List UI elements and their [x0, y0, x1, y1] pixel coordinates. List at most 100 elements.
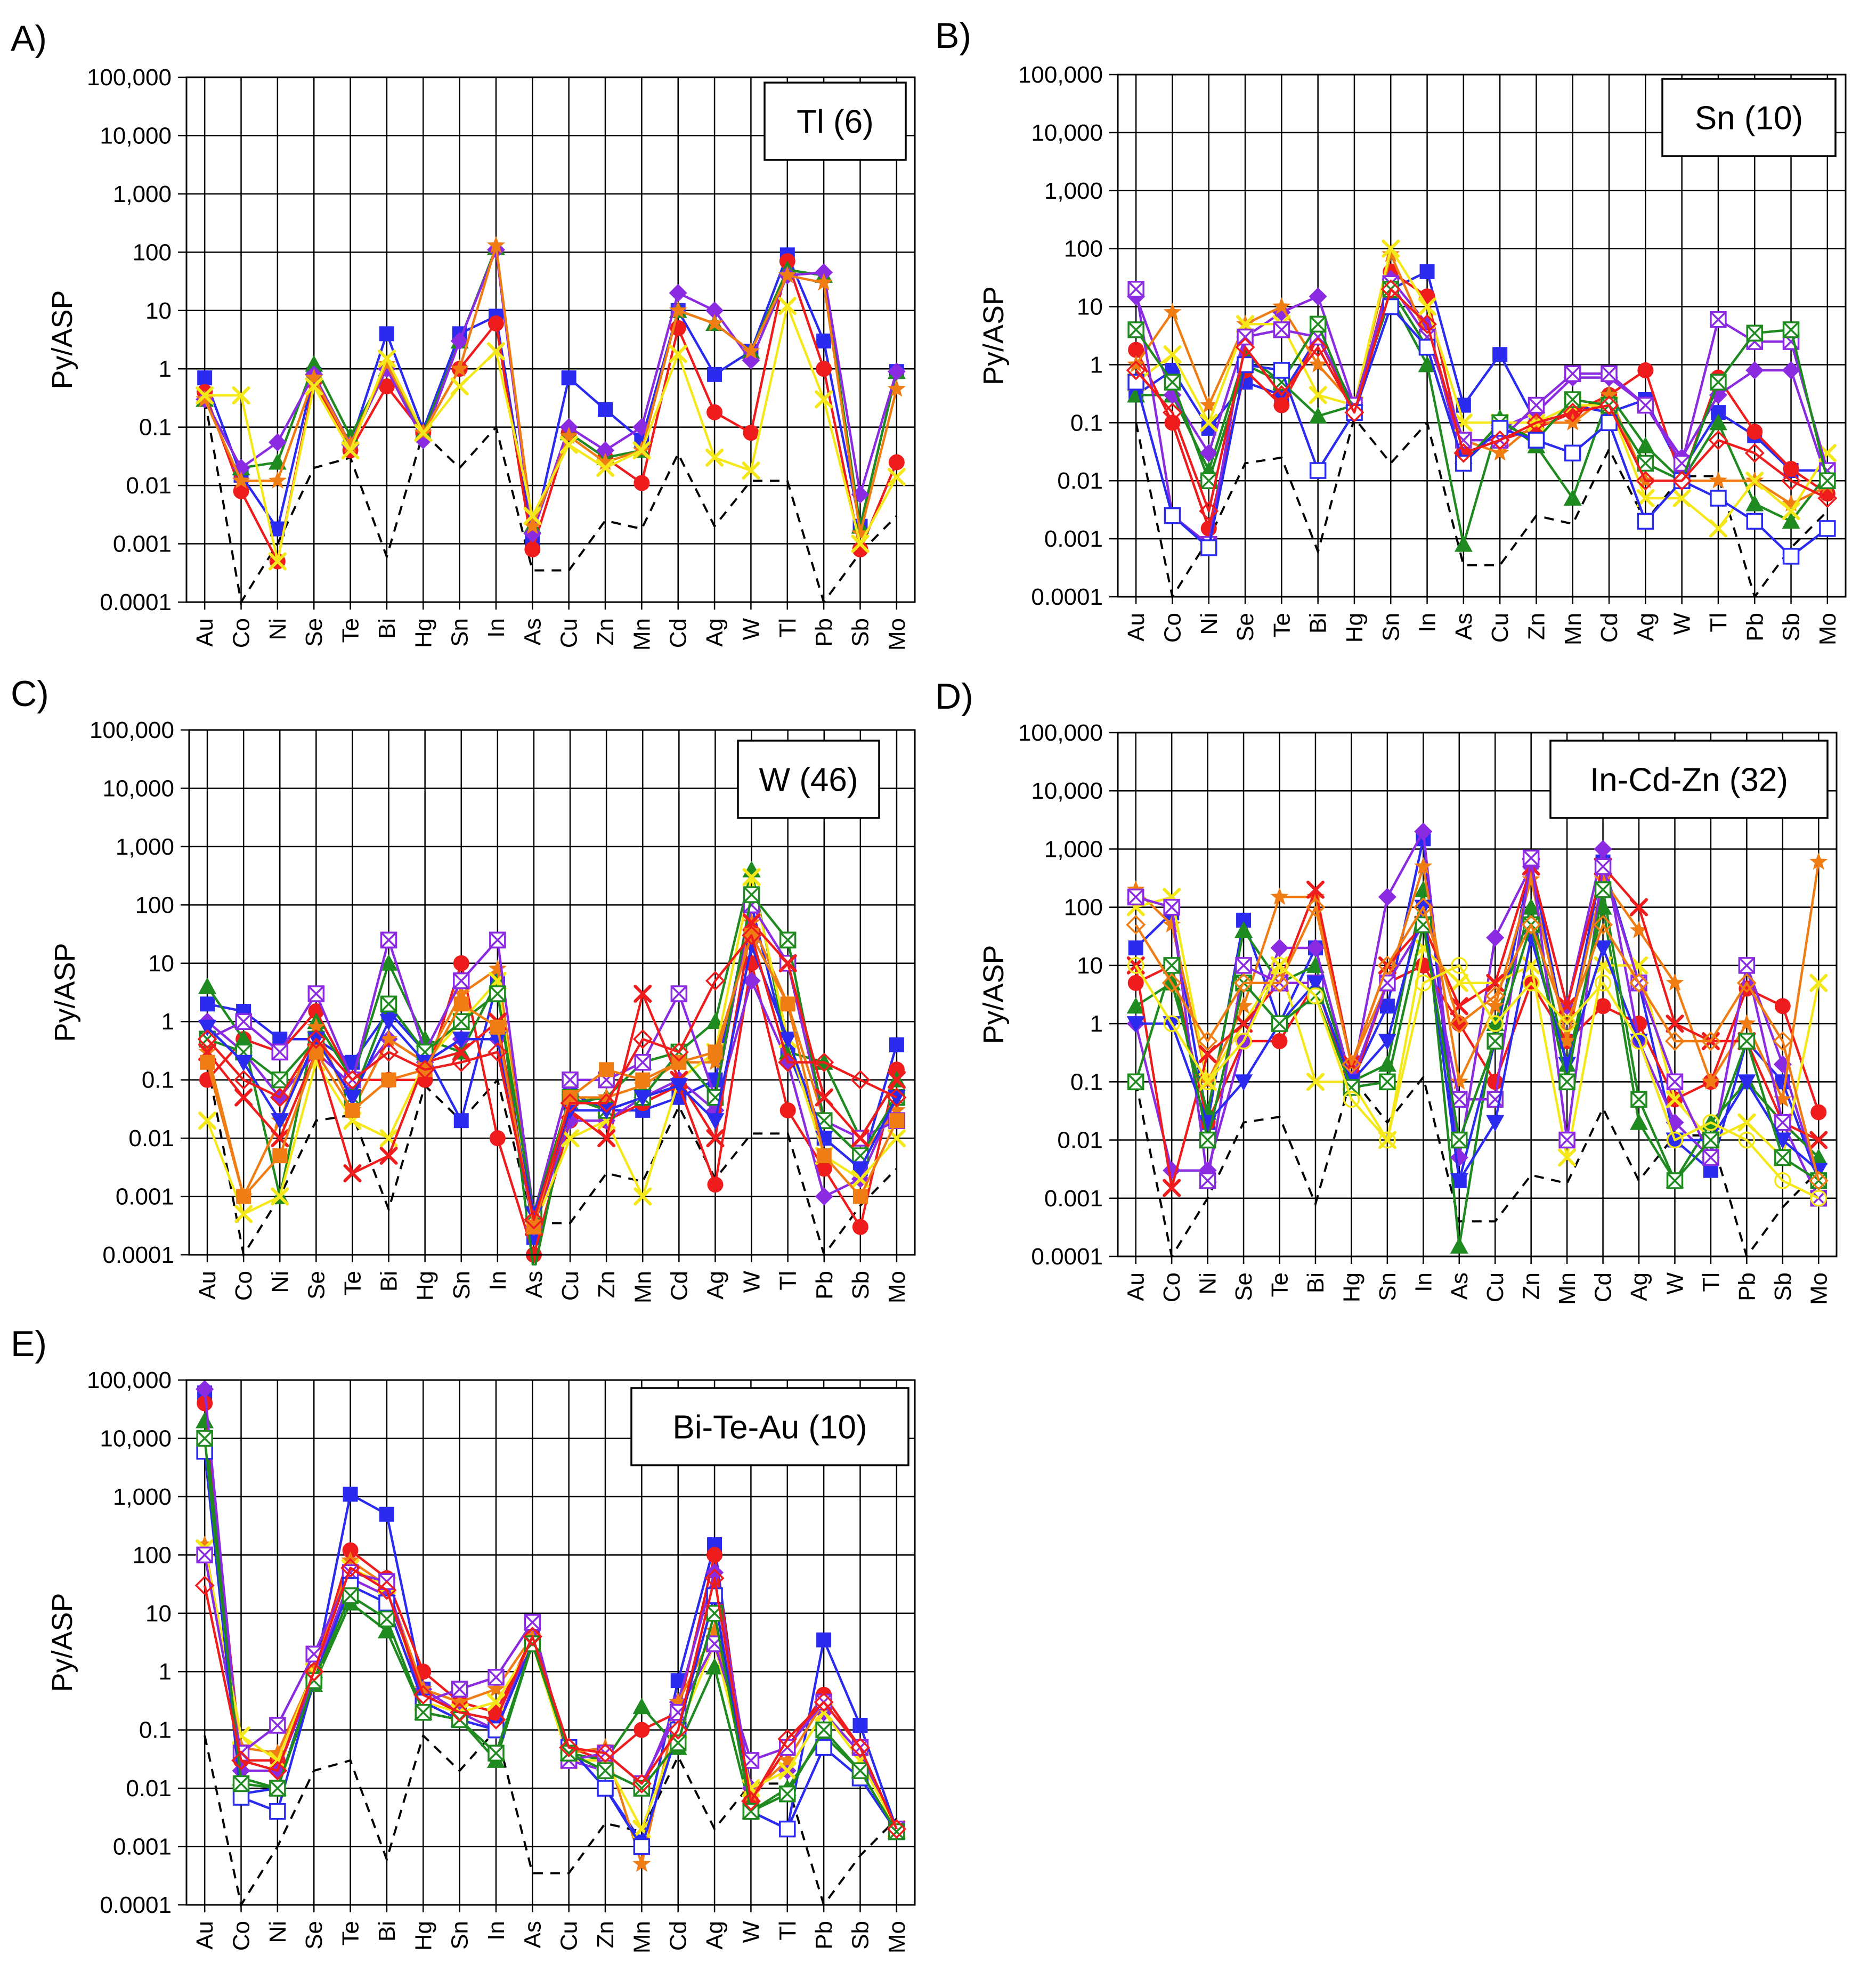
data-point — [1309, 355, 1327, 372]
data-point — [1273, 397, 1290, 413]
data-point — [379, 1506, 394, 1522]
data-point — [381, 1072, 396, 1088]
data-point — [488, 1042, 508, 1062]
data-point — [597, 1780, 614, 1797]
data-point — [1163, 915, 1181, 933]
data-point — [378, 1610, 395, 1628]
data-point — [377, 349, 396, 368]
data-point — [815, 273, 833, 291]
legend-label: Bi-Te-Au (10) — [672, 1409, 867, 1446]
data-point — [742, 1752, 760, 1769]
y-tick-label: 1,000 — [116, 834, 174, 860]
data-point — [887, 1070, 906, 1089]
series-line — [206, 934, 897, 1221]
x-tick-label: Au — [192, 618, 218, 647]
data-point — [635, 1072, 651, 1088]
data-point — [272, 1148, 288, 1164]
data-point — [1808, 1171, 1829, 1191]
data-point — [1272, 297, 1291, 315]
x-tick-label: Hg — [412, 1271, 438, 1301]
data-point — [200, 1054, 215, 1070]
data-point — [560, 1093, 580, 1113]
data-point — [816, 1148, 832, 1164]
data-point — [778, 297, 797, 315]
y-tick-label: 0.0001 — [100, 1892, 172, 1918]
data-point — [269, 1803, 286, 1820]
data-point — [1127, 888, 1144, 906]
data-point — [1382, 239, 1400, 258]
data-point — [1746, 513, 1763, 530]
y-tick-label: 10 — [145, 298, 172, 324]
data-point — [669, 283, 687, 302]
y-tick-label: 1,000 — [113, 181, 172, 207]
data-point — [1309, 462, 1327, 479]
data-point — [1599, 385, 1619, 403]
data-point — [1594, 881, 1612, 898]
data-point — [307, 985, 325, 1002]
data-point — [489, 931, 506, 948]
data-point — [705, 971, 725, 991]
data-point — [450, 377, 469, 396]
data-point — [850, 1070, 871, 1090]
data-point — [815, 390, 833, 409]
y-tick-label: 0.1 — [1070, 1069, 1103, 1095]
data-point — [561, 370, 576, 386]
data-point — [1629, 921, 1648, 938]
data-point — [1378, 888, 1396, 906]
data-point — [1453, 443, 1474, 463]
data-point — [234, 1205, 253, 1223]
data-point — [706, 1113, 725, 1130]
y-tick-label: 1 — [161, 1009, 174, 1035]
legend-label: Sn (10) — [1695, 100, 1803, 137]
data-point — [1199, 413, 1218, 432]
x-tick-label: Cd — [666, 1271, 692, 1301]
series-red-9 — [1126, 279, 1838, 521]
data-point — [779, 1785, 796, 1803]
y-axis-label: Py/ASP — [978, 286, 1010, 385]
data-point — [1128, 940, 1143, 956]
data-point — [490, 1019, 505, 1035]
data-point — [704, 1568, 725, 1588]
data-point — [1344, 402, 1364, 423]
data-point — [305, 368, 323, 386]
data-point — [706, 1547, 723, 1563]
data-point — [1594, 940, 1612, 958]
data-point — [559, 1738, 579, 1758]
data-point — [742, 868, 761, 887]
data-point — [1164, 374, 1181, 391]
x-tick-label: Bi — [1303, 1272, 1329, 1293]
data-point — [414, 1679, 433, 1697]
data-point — [340, 1558, 361, 1578]
data-point — [1636, 436, 1655, 453]
data-point — [269, 1780, 286, 1797]
data-point — [1163, 1015, 1180, 1032]
data-point — [1630, 1033, 1647, 1050]
legend-label: W (46) — [759, 762, 858, 799]
data-point — [379, 326, 394, 342]
data-point — [1702, 1149, 1719, 1166]
data-point — [559, 426, 578, 444]
data-point — [1738, 957, 1756, 974]
y-tick-label: 100,000 — [90, 717, 174, 743]
x-tick-label: W — [738, 1921, 764, 1943]
x-tick-label: Cu — [1482, 1272, 1508, 1302]
x-tick-label: Au — [194, 1271, 221, 1300]
data-point — [268, 471, 287, 489]
data-point — [887, 1819, 907, 1839]
data-point — [1198, 1045, 1217, 1064]
x-tick-label: Tl — [775, 1271, 801, 1291]
data-point — [1235, 957, 1252, 974]
data-point — [1270, 939, 1289, 958]
data-point — [1702, 1131, 1719, 1149]
data-point — [523, 516, 542, 534]
data-point — [1126, 360, 1146, 380]
data-point — [1306, 939, 1325, 958]
data-point — [1522, 870, 1540, 888]
data-point — [1521, 915, 1541, 935]
data-point — [1522, 898, 1540, 915]
data-point — [1709, 471, 1728, 489]
data-point — [780, 996, 795, 1012]
series-line — [205, 304, 898, 563]
series-yellow-5 — [196, 297, 906, 571]
data-point — [1487, 1015, 1504, 1032]
